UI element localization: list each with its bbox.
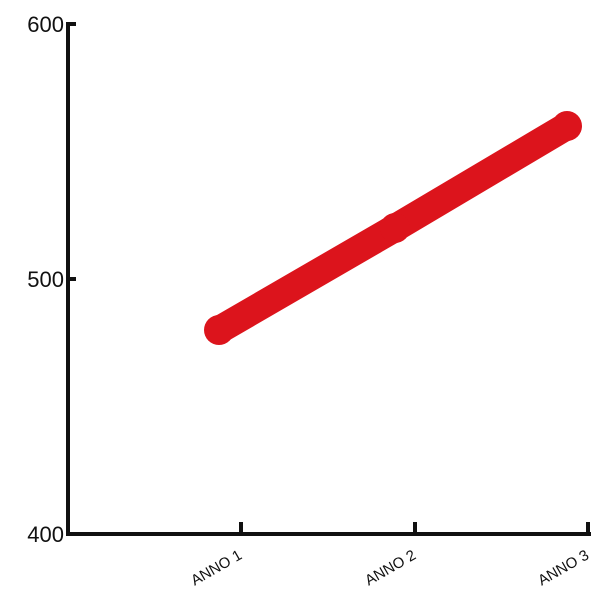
data-point-1-3 bbox=[552, 111, 582, 141]
x-category-label-anno-3: ANNO 3 bbox=[535, 547, 592, 590]
data-point-1-1 bbox=[204, 315, 234, 345]
x-category-label-anno-1: ANNO 1 bbox=[188, 547, 245, 590]
x-category-label-anno-2: ANNO 2 bbox=[362, 547, 419, 590]
x-axis-category-labels: ANNO 1 ANNO 2 ANNO 3 bbox=[188, 547, 592, 590]
y-tick-label-500: 500 bbox=[27, 267, 64, 292]
series-layer bbox=[204, 111, 582, 345]
y-tick-label-400: 400 bbox=[27, 522, 64, 547]
y-tick-label-600: 600 bbox=[27, 12, 64, 37]
y-axis-tick-labels: 600 500 400 bbox=[27, 12, 64, 547]
data-point-1-2 bbox=[380, 213, 410, 243]
chart-axes bbox=[66, 22, 591, 536]
